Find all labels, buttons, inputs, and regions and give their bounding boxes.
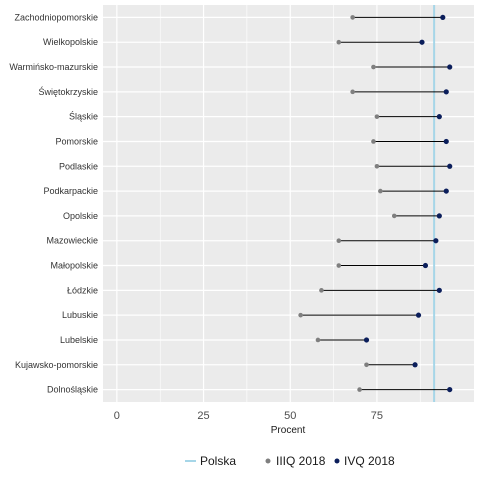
point-ivq	[436, 213, 442, 219]
category-label: Śląskie	[69, 111, 98, 122]
category-label: Mazowieckie	[46, 236, 98, 246]
category-label: Pomorskie	[55, 136, 98, 146]
category-label: Małopolskie	[50, 261, 98, 271]
point-iiiq	[350, 89, 355, 95]
point-iiiq	[371, 64, 376, 70]
point-ivq	[443, 89, 449, 95]
legend-ivq-label: IVQ 2018	[344, 454, 395, 468]
point-iiiq	[391, 213, 397, 219]
x-tick-label: 50	[284, 410, 296, 422]
point-ivq	[447, 386, 453, 393]
category-label: Podkarpackie	[43, 186, 98, 196]
category-label: Zachodniopomorskie	[14, 12, 98, 22]
points-layer	[298, 14, 453, 393]
category-label: Warmińsko-mazurskie	[9, 62, 98, 72]
point-iiiq	[374, 163, 380, 169]
point-ivq	[412, 362, 418, 368]
point-iiiq	[336, 39, 342, 45]
category-label: Lubuskie	[62, 310, 98, 320]
point-ivq	[436, 114, 442, 120]
point-ivq	[443, 138, 449, 145]
category-label: Podlaskie	[59, 161, 98, 171]
point-iiiq	[319, 288, 324, 293]
x-tick-label: 0	[114, 410, 120, 422]
segments-layer	[300, 16, 450, 391]
point-iiiq	[350, 15, 355, 20]
point-iiiq	[336, 238, 342, 244]
legend-ivq-marker	[334, 458, 340, 464]
point-ivq	[363, 337, 370, 343]
point-ivq	[422, 262, 429, 269]
point-iiiq	[371, 139, 376, 144]
point-iiiq	[378, 188, 383, 194]
category-label: Świętokrzyskie	[38, 86, 98, 97]
point-iiiq	[364, 362, 369, 368]
category-label: Opolskie	[63, 211, 98, 221]
point-ivq	[443, 188, 449, 194]
legend: Polska IIIQ 2018 IVQ 2018	[185, 454, 395, 468]
legend-iiiq-marker	[265, 458, 271, 464]
plot-panel	[103, 5, 474, 402]
x-tick-label: 25	[197, 410, 209, 422]
point-ivq	[447, 64, 453, 70]
category-label: Wielkopolskie	[43, 37, 98, 47]
point-iiiq	[357, 387, 362, 392]
point-ivq	[436, 287, 442, 293]
point-ivq	[415, 312, 422, 318]
point-ivq	[440, 14, 446, 21]
legend-polska-label: Polska	[200, 454, 236, 468]
category-label: Kujawsko-pomorskie	[15, 360, 98, 370]
legend-iiiq-label: IIIQ 2018	[276, 454, 326, 468]
x-tick-label: 75	[371, 410, 383, 422]
category-labels: Zachodniopomorskie Wielkopolskie Warmińsko…	[9, 12, 98, 394]
category-label: Lubelskie	[60, 335, 98, 345]
point-iiiq	[298, 312, 303, 318]
point-ivq	[447, 163, 453, 169]
point-ivq	[433, 238, 439, 244]
category-label: Dolnośląskie	[47, 385, 98, 395]
point-iiiq	[315, 337, 321, 343]
category-label: Łódzkie	[67, 285, 98, 295]
point-ivq	[419, 39, 425, 45]
x-tick-labels: 0 25 50 75	[114, 410, 383, 422]
point-iiiq	[336, 263, 342, 268]
point-iiiq	[374, 114, 380, 119]
x-axis-title: Procent	[271, 425, 306, 436]
